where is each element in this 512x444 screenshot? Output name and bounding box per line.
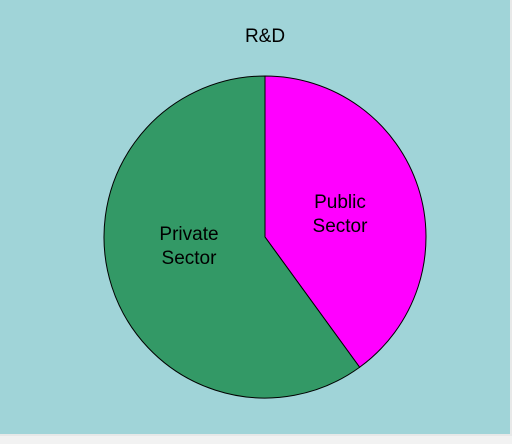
pie-slices (103, 75, 427, 399)
pie-slice-label-line: Public (314, 192, 366, 213)
pie-slice-label-0: Public Sector (313, 192, 369, 237)
pie-slice-1 (103, 75, 361, 399)
pie-slice-label-line: Private (159, 224, 218, 245)
pie-slice-labels: Public Sector Private Sector (159, 192, 368, 269)
pie-chart: R&D Public Sector Private Sector (103, 26, 427, 399)
pie-slice-0 (264, 75, 427, 368)
chart-title: R&D (245, 26, 285, 47)
pie-slice-label-line: Sector (313, 216, 369, 237)
pie-slice-label-1: Private Sector (159, 224, 218, 269)
pie-slice-label-line: Sector (162, 248, 218, 269)
